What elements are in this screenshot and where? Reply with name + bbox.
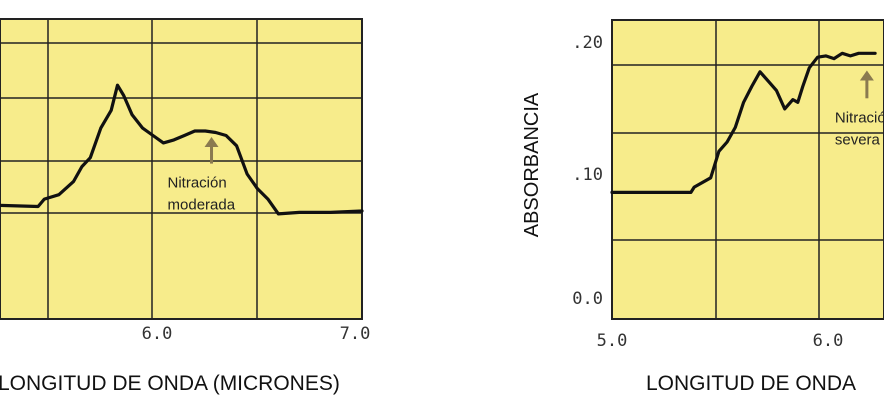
annotation-arrow-head xyxy=(859,70,874,81)
annotation-text: severa xyxy=(835,131,881,148)
y-tick-label: .10 xyxy=(572,165,603,185)
chart-panel-1: Nitración moderada 6.0 7.0 LONGITUD DE ONDA … xyxy=(0,18,371,395)
x-tick-label: 6.0 xyxy=(813,331,844,351)
annotation-arrow-head xyxy=(204,136,219,147)
plot-area xyxy=(611,19,884,320)
annotation-text: Nitración xyxy=(168,175,227,192)
annotation-text: moderada xyxy=(168,197,236,214)
chart-panel-2: Nitración severa 5.0 6.0 0.0 .10 .20 LONGITUD D… xyxy=(521,19,884,395)
plot-area xyxy=(0,18,363,320)
spectrum-line xyxy=(610,51,877,194)
x-tick-label: 6.0 xyxy=(142,324,173,344)
x-tick-label: 7.0 xyxy=(340,324,371,344)
x-axis-label: LONGITUD DE ONDA (MICRONES) xyxy=(0,372,340,395)
y-axis-label: ABSORBANCIA xyxy=(521,92,543,237)
x-axis-label: LONGITUD DE ONDA xyxy=(646,372,856,395)
x-tick-label: 5.0 xyxy=(597,331,628,351)
spectrum-line xyxy=(0,83,364,216)
y-tick-label: 0.0 xyxy=(572,289,603,309)
y-tick-label: .20 xyxy=(572,33,603,53)
annotation-text: Nitración xyxy=(835,109,884,126)
